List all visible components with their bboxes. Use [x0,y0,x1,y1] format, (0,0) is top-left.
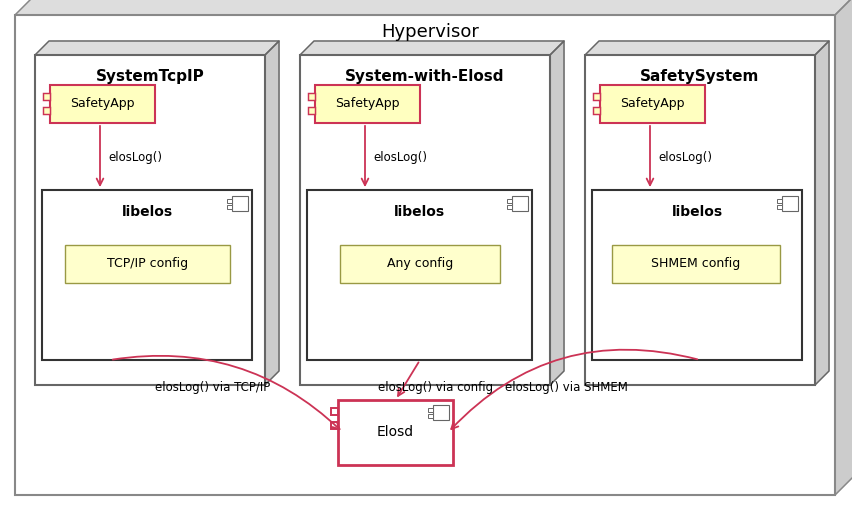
Polygon shape [776,199,781,203]
Polygon shape [15,0,852,15]
Text: elosLog(): elosLog() [657,152,711,164]
Text: elosLog() via SHMEM: elosLog() via SHMEM [504,381,627,395]
Polygon shape [611,245,779,283]
Polygon shape [428,414,433,418]
Text: SafetyApp: SafetyApp [70,98,135,111]
Polygon shape [35,41,279,55]
Polygon shape [300,41,563,55]
Polygon shape [50,85,155,123]
Polygon shape [300,55,550,385]
Polygon shape [265,41,279,385]
Polygon shape [35,55,265,385]
Text: elosLog() via config: elosLog() via config [377,381,492,395]
Text: Elosd: Elosd [377,426,413,439]
Text: SafetyApp: SafetyApp [619,98,684,111]
Text: SystemTcpIP: SystemTcpIP [95,69,204,84]
Polygon shape [308,107,314,114]
Polygon shape [591,190,801,360]
Polygon shape [308,93,314,100]
Polygon shape [584,55,814,385]
Polygon shape [428,408,433,412]
Polygon shape [227,205,232,209]
Polygon shape [584,41,828,55]
Text: Hypervisor: Hypervisor [381,23,478,41]
Polygon shape [232,196,248,211]
Polygon shape [43,93,50,100]
Polygon shape [592,107,599,114]
Polygon shape [776,205,781,209]
Polygon shape [307,190,532,360]
Text: System-with-Elosd: System-with-Elosd [345,69,504,84]
Text: SafetyApp: SafetyApp [335,98,400,111]
Text: libelos: libelos [121,205,172,219]
Polygon shape [337,400,452,465]
Text: elosLog(): elosLog() [108,152,162,164]
Polygon shape [834,0,852,495]
Text: elosLog(): elosLog() [372,152,427,164]
Polygon shape [511,196,527,211]
Polygon shape [592,93,599,100]
Polygon shape [42,190,251,360]
Text: libelos: libelos [671,205,722,219]
Text: Any config: Any config [387,258,452,270]
Polygon shape [433,405,448,420]
Polygon shape [15,15,834,495]
Polygon shape [331,422,337,429]
Polygon shape [506,199,511,203]
Polygon shape [599,85,704,123]
Text: libelos: libelos [394,205,445,219]
Text: SHMEM config: SHMEM config [651,258,740,270]
Polygon shape [331,408,337,415]
Text: elosLog() via TCP/IP: elosLog() via TCP/IP [155,381,270,395]
Text: TCP/IP config: TCP/IP config [106,258,187,270]
Polygon shape [814,41,828,385]
Polygon shape [314,85,419,123]
Polygon shape [506,205,511,209]
Polygon shape [227,199,232,203]
Polygon shape [65,245,230,283]
Polygon shape [340,245,499,283]
Polygon shape [43,107,50,114]
Polygon shape [550,41,563,385]
Polygon shape [781,196,797,211]
Text: SafetySystem: SafetySystem [640,69,759,84]
